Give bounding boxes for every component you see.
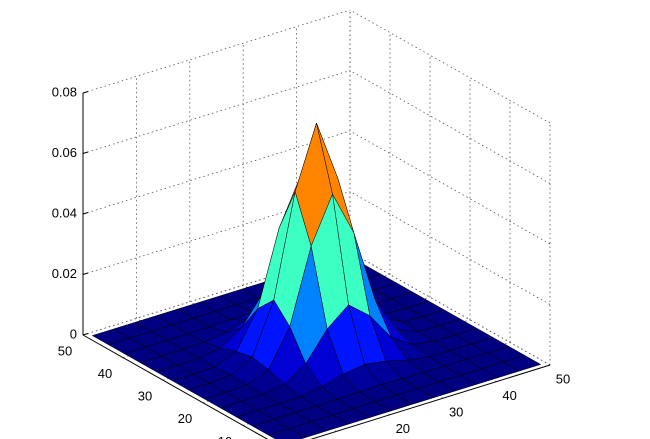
z-tick-label: 0.02 bbox=[52, 266, 77, 281]
x-tick-label: 40 bbox=[502, 388, 516, 403]
grid-line bbox=[349, 70, 551, 184]
grid-line bbox=[82, 130, 351, 215]
y-tick-label: 30 bbox=[138, 389, 152, 404]
grid-line bbox=[82, 70, 351, 154]
y-tick-label: 10 bbox=[218, 434, 232, 439]
z-tick bbox=[82, 212, 89, 215]
surface-patch bbox=[267, 428, 307, 439]
y-tick-label: 20 bbox=[178, 411, 192, 426]
x-tick-label: 50 bbox=[556, 371, 570, 386]
z-tick-label: 0 bbox=[70, 326, 77, 341]
watermark: CSDN @小金金金金鱼 bbox=[529, 418, 640, 432]
z-tick bbox=[82, 333, 89, 336]
z-tick bbox=[82, 91, 89, 94]
grid-line bbox=[82, 9, 351, 94]
y-axis bbox=[82, 334, 269, 439]
y-tick-label: 40 bbox=[98, 366, 112, 381]
x-tick-label: 20 bbox=[396, 421, 410, 436]
x-tick-label: 30 bbox=[449, 405, 463, 420]
grid-line bbox=[349, 130, 551, 245]
x-axis bbox=[310, 364, 551, 439]
axis-labels: 0 0.02 0.04 0.06 0.08 10 20 30 40 50 10 20 30 40 50 bbox=[52, 84, 570, 439]
surface bbox=[91, 122, 542, 439]
z-tick bbox=[82, 272, 89, 275]
y-tick-label: 50 bbox=[58, 343, 72, 358]
z-tick-label: 0.04 bbox=[52, 205, 77, 220]
grid-line bbox=[349, 9, 551, 124]
z-tick-label: 0.06 bbox=[52, 145, 77, 160]
z-tick bbox=[82, 151, 89, 154]
z-tick-label: 0.08 bbox=[52, 84, 77, 99]
grid-line bbox=[82, 191, 351, 275]
x-tick-label: 10 bbox=[342, 438, 356, 439]
grid-line bbox=[82, 251, 351, 336]
